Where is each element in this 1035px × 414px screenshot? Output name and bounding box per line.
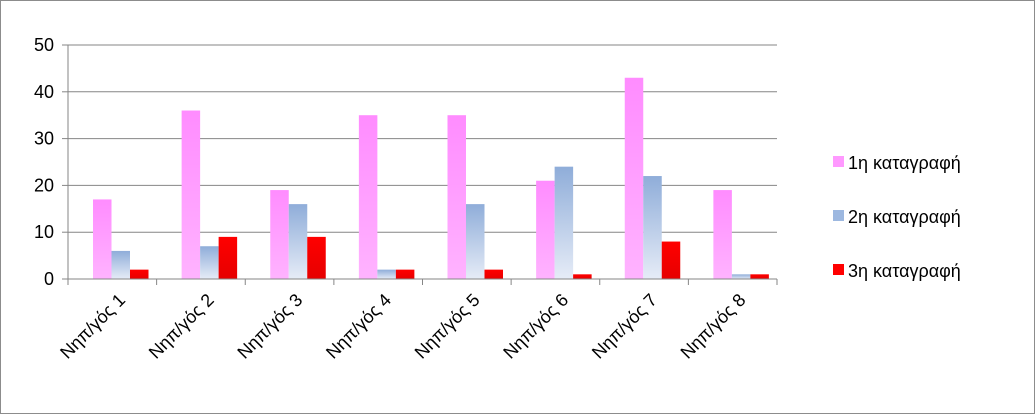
y-tick-label: 20 bbox=[34, 175, 54, 195]
bar bbox=[200, 246, 219, 279]
x-tick-label: Νηπ/γός 7 bbox=[588, 290, 661, 363]
bar bbox=[484, 269, 503, 279]
bar bbox=[395, 269, 415, 279]
bar bbox=[573, 274, 592, 279]
bar bbox=[643, 176, 662, 279]
y-tick-labels: 0 10 20 30 40 50 bbox=[34, 35, 54, 289]
x-tick-label: Νηπ/γός 1 bbox=[56, 290, 129, 363]
bar bbox=[536, 180, 555, 279]
y-tick-label: 10 bbox=[34, 222, 54, 242]
y-tick-label: 50 bbox=[34, 35, 54, 55]
x-tick-label: Νηπ/γός 5 bbox=[411, 290, 484, 363]
x-tick-labels: Νηπ/γός 1 Νηπ/γός 2 Νηπ/γός 3 Νηπ/γός 4 Νηπ/… bbox=[56, 290, 749, 363]
axes bbox=[62, 44, 778, 285]
x-tick-label: Νηπ/γός 3 bbox=[233, 290, 306, 363]
bar bbox=[624, 77, 644, 279]
bar bbox=[447, 115, 466, 279]
bar bbox=[358, 115, 378, 279]
legend-label: 2η καταγραφή bbox=[848, 207, 961, 227]
bar bbox=[181, 110, 201, 280]
bar bbox=[288, 204, 308, 279]
x-tick-label: Νηπ/γός 6 bbox=[499, 290, 572, 363]
bar bbox=[731, 274, 751, 279]
bar bbox=[466, 204, 485, 279]
bar bbox=[377, 269, 396, 279]
bar bbox=[111, 250, 130, 279]
bar bbox=[130, 269, 149, 279]
legend-swatch bbox=[833, 264, 844, 275]
x-tick-label: Νηπ/γός 8 bbox=[677, 290, 750, 363]
legend-label: 1η καταγραφή bbox=[848, 153, 961, 173]
bar bbox=[307, 236, 326, 279]
legend: 1η καταγραφή 2η καταγραφή 3η καταγραφή bbox=[833, 153, 961, 281]
bar bbox=[750, 274, 769, 279]
legend-swatch bbox=[833, 210, 844, 221]
y-tick-label: 40 bbox=[34, 82, 54, 102]
x-tick-label: Νηπ/γός 2 bbox=[145, 290, 218, 363]
bars bbox=[93, 77, 769, 280]
bar bbox=[713, 190, 732, 279]
y-tick-label: 30 bbox=[34, 129, 54, 149]
bar bbox=[93, 199, 112, 279]
legend-swatch bbox=[833, 156, 844, 167]
bar bbox=[218, 236, 238, 279]
legend-label: 3η καταγραφή bbox=[848, 261, 961, 281]
y-tick-label: 0 bbox=[44, 269, 54, 289]
x-tick-label: Νηπ/γός 4 bbox=[322, 290, 395, 363]
bar bbox=[661, 241, 681, 279]
bar bbox=[554, 166, 574, 279]
bar bbox=[270, 190, 289, 279]
